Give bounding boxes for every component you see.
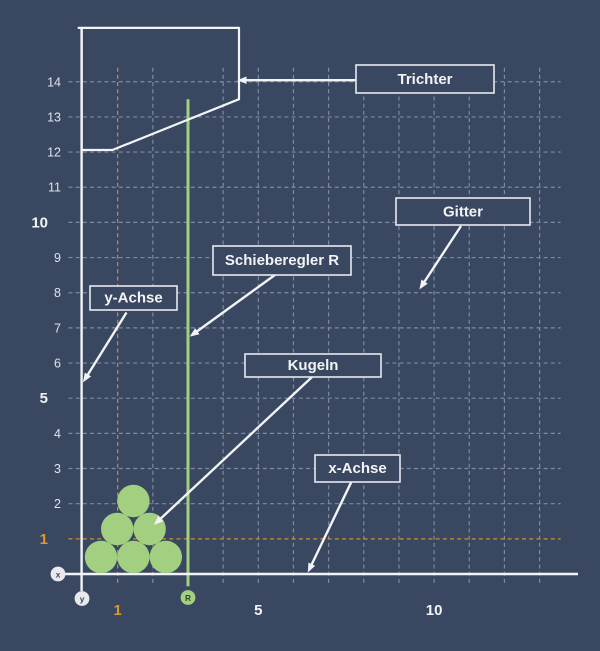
svg-text:4: 4 [54, 427, 61, 441]
svg-text:x: x [56, 569, 61, 579]
svg-text:Gitter: Gitter [443, 204, 483, 221]
svg-text:Kugeln: Kugeln [288, 357, 339, 374]
svg-text:2: 2 [54, 497, 61, 511]
svg-text:1: 1 [113, 602, 121, 619]
svg-text:Trichter: Trichter [397, 71, 452, 88]
svg-text:11: 11 [48, 181, 61, 195]
svg-text:y-Achse: y-Achse [104, 290, 162, 307]
svg-text:10: 10 [426, 602, 443, 619]
svg-text:6: 6 [54, 357, 61, 371]
svg-text:5: 5 [254, 602, 262, 619]
svg-text:1: 1 [40, 531, 48, 548]
svg-text:x-Achse: x-Achse [328, 460, 386, 477]
svg-text:8: 8 [54, 286, 61, 300]
svg-text:12: 12 [47, 146, 61, 160]
svg-text:9: 9 [54, 251, 61, 265]
svg-text:y: y [80, 594, 85, 604]
svg-text:7: 7 [54, 321, 61, 335]
svg-text:14: 14 [47, 75, 61, 89]
svg-text:3: 3 [54, 462, 61, 476]
svg-text:13: 13 [47, 110, 61, 124]
svg-text:R: R [185, 593, 191, 603]
svg-text:5: 5 [40, 390, 48, 407]
svg-text:10: 10 [31, 214, 48, 231]
svg-text:Schieberegler R: Schieberegler R [225, 252, 339, 269]
